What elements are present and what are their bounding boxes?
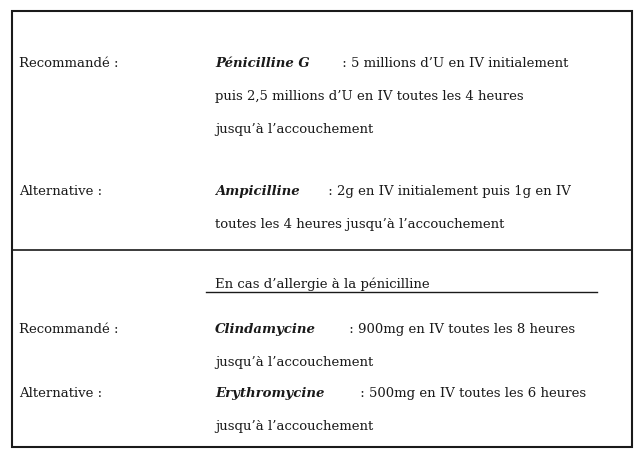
Text: : 900mg en IV toutes les 8 heures: : 900mg en IV toutes les 8 heures: [345, 323, 576, 336]
Text: : 2g en IV initialement puis 1g en IV: : 2g en IV initialement puis 1g en IV: [325, 185, 571, 198]
Text: Recommandé :: Recommandé :: [19, 323, 119, 336]
Text: puis 2,5 millions d’U en IV toutes les 4 heures: puis 2,5 millions d’U en IV toutes les 4…: [215, 90, 524, 103]
Text: jusqu’à l’accouchement: jusqu’à l’accouchement: [215, 420, 374, 433]
Text: jusqu’à l’accouchement: jusqu’à l’accouchement: [215, 356, 374, 369]
Text: Clindamycine: Clindamycine: [215, 323, 316, 336]
Text: toutes les 4 heures jusqu’à l’accouchement: toutes les 4 heures jusqu’à l’accoucheme…: [215, 218, 505, 231]
Text: Erythromycine: Erythromycine: [215, 387, 325, 400]
Text: Pénicilline G: Pénicilline G: [215, 57, 310, 70]
Text: Recommandé :: Recommandé :: [19, 57, 119, 70]
Text: Alternative :: Alternative :: [19, 387, 102, 400]
Text: : 5 millions d’U en IV initialement: : 5 millions d’U en IV initialement: [337, 57, 568, 70]
Text: Alternative :: Alternative :: [19, 185, 102, 198]
Text: En cas d’allergie à la pénicilline: En cas d’allergie à la pénicilline: [214, 277, 430, 290]
Text: : 500mg en IV toutes les 6 heures: : 500mg en IV toutes les 6 heures: [356, 387, 587, 400]
Text: Ampicilline: Ampicilline: [215, 185, 300, 198]
Text: jusqu’à l’accouchement: jusqu’à l’accouchement: [215, 123, 374, 136]
